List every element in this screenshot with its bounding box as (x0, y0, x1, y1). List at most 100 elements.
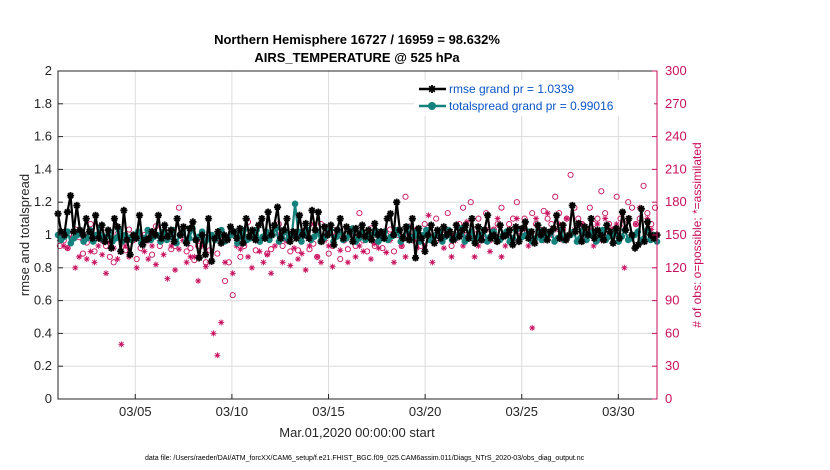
obs-assimilated-marker (172, 266, 179, 273)
y-right-tick-label: 270 (665, 96, 687, 111)
rmse-point (490, 231, 498, 239)
obs-assimilated-marker (544, 210, 551, 217)
rmse-point (465, 234, 473, 242)
x-tick-label: 03/30 (602, 404, 635, 419)
rmse-point (487, 234, 495, 242)
y-tick-label: 2 (45, 63, 52, 78)
right-y-axis-label: # of obs: o=possible; *=assimilated (690, 142, 704, 327)
rmse-point (129, 231, 137, 239)
rmse-point (643, 218, 652, 226)
rmse-point (424, 231, 432, 239)
obs-assimilated-marker (325, 242, 332, 249)
rmse-point (139, 241, 147, 249)
rmse-point (214, 228, 222, 236)
rmse-point (440, 223, 448, 231)
x-tick-label: 03/25 (505, 404, 538, 419)
obs-assimilated-marker (218, 319, 225, 326)
rmse-point (117, 247, 125, 255)
rmse-point (324, 231, 332, 239)
obs-possible-marker (402, 193, 409, 200)
rmse-point (546, 228, 554, 236)
rmse-point (255, 221, 263, 229)
rmse-point (245, 233, 253, 241)
obs-assimilated-marker (99, 251, 106, 258)
y-right-tick-label: 0 (665, 391, 672, 406)
x-axis-label: Mar.01,2020 00:00:00 start (279, 425, 435, 440)
obs-possible-marker (448, 242, 455, 249)
rmse-point (242, 215, 250, 223)
legend-totalspread-dot-icon (428, 102, 436, 110)
rmse-point (408, 215, 416, 223)
rmse-point (549, 224, 558, 233)
y-tick-label: 0 (45, 391, 52, 406)
rmse-point (352, 224, 360, 233)
obs-assimilated-marker (103, 270, 109, 277)
rmse-point (355, 231, 363, 239)
obs-assimilated-marker (264, 251, 271, 258)
obs-assimilated-marker (425, 212, 432, 219)
rmse-point (527, 228, 536, 236)
rmse-point (173, 215, 181, 223)
obs-assimilated-marker (145, 256, 152, 263)
rmse-point (506, 226, 514, 234)
y-right-tick-label: 60 (665, 325, 679, 340)
obs-assimilated-marker (291, 245, 298, 252)
rmse-point (135, 211, 144, 219)
obs-assimilated-marker (494, 215, 501, 222)
obs-possible-marker (279, 242, 286, 249)
rmse-point (615, 234, 623, 242)
obs-assimilated-marker (556, 221, 563, 228)
obs-possible-marker (344, 246, 351, 253)
x-tick-label: 03/10 (216, 404, 249, 419)
rmse-point (236, 224, 244, 233)
obs-possible-marker (187, 245, 194, 252)
obs-assimilated-marker (187, 253, 194, 260)
obs-possible-marker (652, 204, 659, 211)
obs-possible-marker (444, 210, 451, 217)
obs-possible-marker (421, 221, 428, 228)
rmse-point (361, 233, 369, 241)
obs-assimilated-marker (160, 251, 167, 258)
rmse-point (559, 221, 567, 229)
totalspread-point (291, 200, 299, 208)
chart-subtitle: AIRS_TEMPERATURE @ 525 hPa (254, 50, 460, 65)
rmse-point (534, 221, 542, 229)
obs-assimilated-marker (195, 277, 202, 284)
legend-rmse-star-icon (428, 85, 436, 93)
obs-assimilated-marker (502, 242, 509, 249)
obs-possible-marker (79, 250, 87, 257)
obs-assimilated-marker (302, 266, 309, 273)
rmse-point (270, 221, 278, 229)
obs-assimilated-marker (183, 259, 190, 266)
obs-assimilated-marker (613, 221, 620, 228)
y-right-tick-label: 180 (665, 194, 687, 209)
rmse-point (553, 211, 561, 219)
obs-assimilated-marker (306, 242, 313, 249)
obs-assimilated-marker (87, 248, 94, 255)
rmse-point (336, 215, 344, 223)
rmse-point (524, 234, 533, 242)
rmse-point (625, 215, 633, 223)
obs-assimilated-marker (352, 253, 359, 260)
rmse-point (584, 231, 592, 239)
rmse-point (377, 228, 385, 236)
rmse-series (54, 192, 661, 265)
rmse-point (502, 231, 511, 239)
obs-possible-marker (337, 256, 344, 263)
rmse-point (581, 223, 589, 231)
rmse-point (389, 231, 398, 239)
legend-totalspread-label: totalspread grand pr = 0.99016 (449, 99, 614, 113)
obs-assimilated-marker (463, 218, 470, 225)
rmse-point (537, 231, 545, 239)
right-y-axis: 0 30 60 90 120 150 180 210 240 270 300 (652, 63, 687, 406)
y-right-tick-label: 210 (665, 161, 687, 176)
y-tick-label: 1.6 (34, 129, 52, 144)
obs-assimilated-marker (498, 253, 505, 260)
rmse-point (421, 247, 429, 255)
obs-possible-marker (513, 199, 520, 206)
totalspread-point (298, 238, 305, 245)
obs-possible-marker (586, 204, 593, 211)
y-tick-label: 0.4 (34, 325, 52, 340)
obs-assimilated-marker (229, 270, 236, 277)
rmse-point (637, 205, 645, 213)
